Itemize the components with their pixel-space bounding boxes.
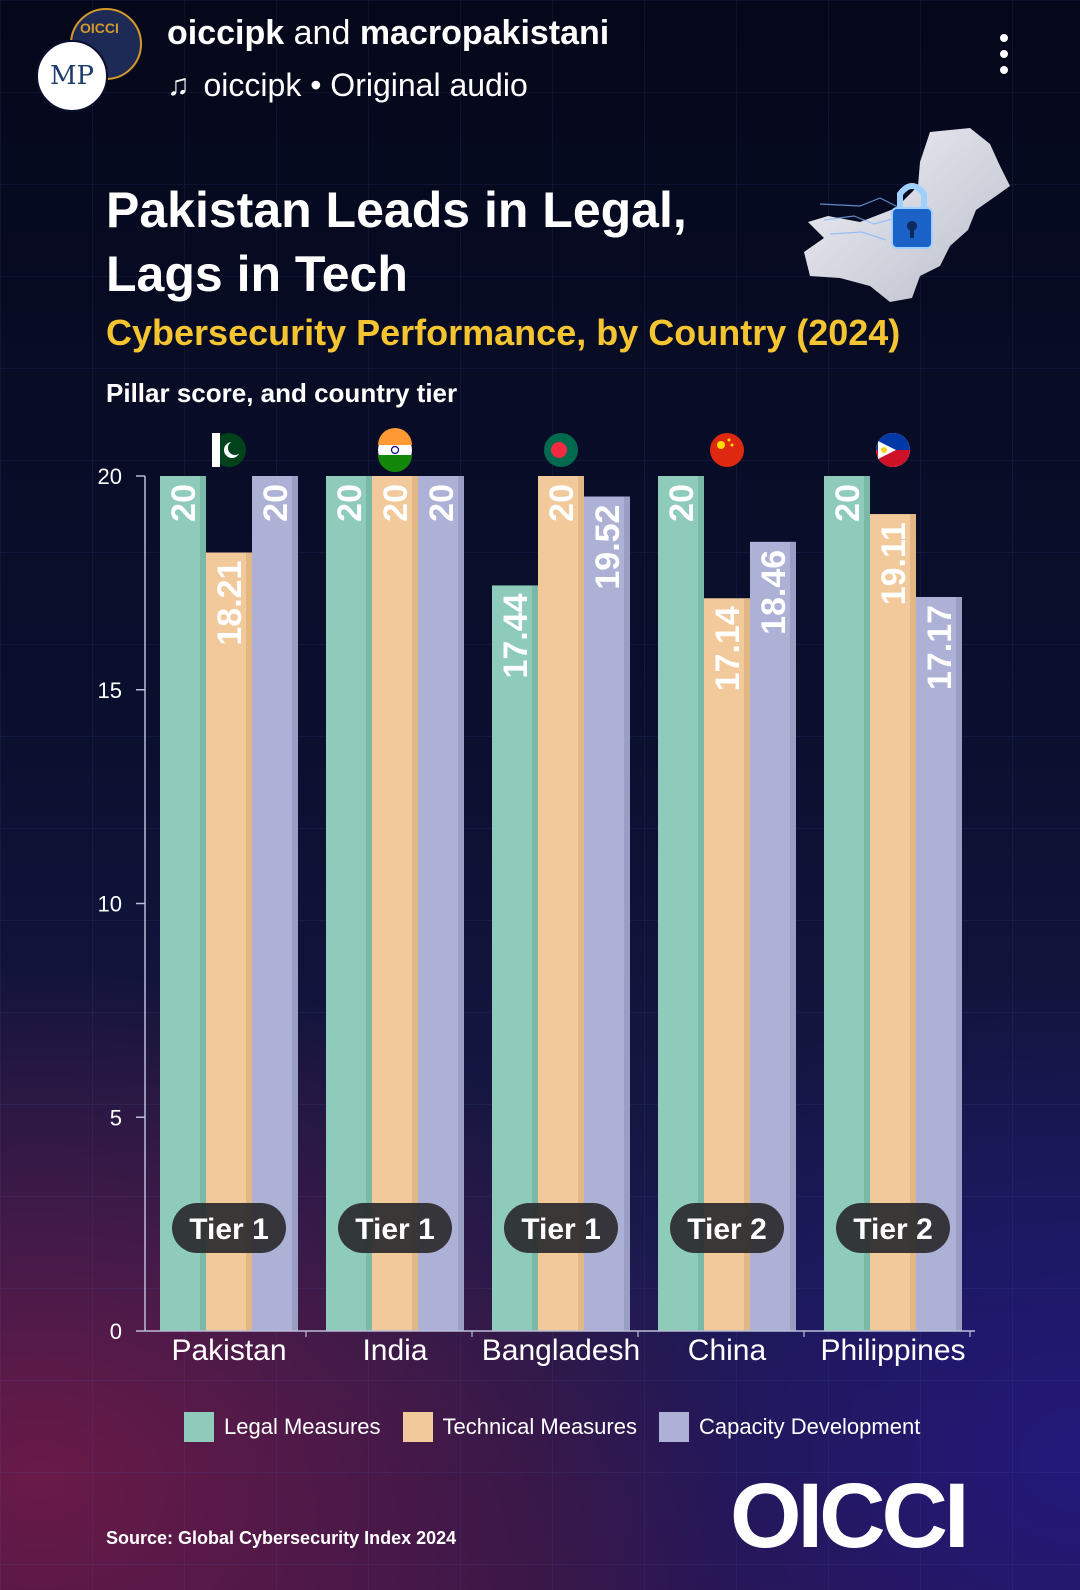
legend-swatch-legal [184,1412,214,1442]
legend-swatch-capacity [658,1412,689,1442]
philippines-flag-icon [876,433,910,467]
india-flag-icon [378,428,412,472]
chart-subtitle: Cybersecurity Performance, by Country (2… [106,312,901,353]
bar-pakistan-technical [206,552,252,1331]
category-label-philippines: Philippines [820,1334,965,1367]
legend-label-capacity: Capacity Development [698,1414,921,1439]
bar-shade-india-legal [366,476,372,1331]
author-joiner: and [293,14,351,52]
legend-item-legal: Legal Measures [184,1412,381,1442]
avatar-monogram: MP [49,61,95,91]
author-secondary[interactable]: macropakistani [359,14,610,52]
category-label-bangladesh: Bangladesh [482,1334,640,1367]
bar-shade-pakistan-capacity [292,476,298,1331]
bar-shade-pakistan-legal [200,476,206,1331]
tier-label-philippines: Tier 2 [853,1213,933,1246]
more-options-icon[interactable] [996,34,1012,80]
bar-shade-china-capacity [790,541,796,1331]
bangladesh-flag-icon [544,433,578,467]
data-label-pakistan-capacity: 20 [257,484,295,522]
author-primary[interactable]: oiccipk [167,14,285,52]
y-tick-label-0: 0 [110,1319,122,1344]
data-label-philippines-legal: 20 [829,484,867,522]
y-tick-label-15: 15 [98,678,122,703]
tier-label-india: Tier 1 [355,1213,435,1246]
tier-badge-philippines [836,1203,950,1253]
post-authors[interactable]: oiccipk and macropakistani [167,14,609,53]
chart-ylabel: Pillar score, and country tier [106,378,458,408]
data-label-india-legal: 20 [331,484,369,522]
data-label-china-legal: 20 [663,484,701,522]
bar-shade-pakistan-technical [246,552,252,1331]
bar-shade-india-technical [412,476,418,1331]
bar-india-technical [372,476,418,1331]
y-tick-label-20: 20 [98,464,122,489]
bar-shade-china-legal [698,476,704,1331]
tier-badge-china [670,1203,784,1253]
pakistan-flag-icon [212,433,246,467]
y-axis: 0 5 10 15 20 [98,464,146,1344]
audio-text: oiccipk • Original audio [203,67,528,103]
bar-shade-bangladesh-capacity [624,496,630,1331]
legend-item-capacity: Capacity Development [658,1412,921,1442]
tier-badge-pakistan [172,1203,286,1253]
legend: Legal Measures Technical Measures Capaci… [184,1412,942,1442]
tier-label-china: Tier 2 [687,1213,767,1246]
category-label-pakistan: Pakistan [171,1334,286,1367]
data-label-india-technical: 20 [377,484,415,522]
data-label-china-capacity: 18.46 [755,550,793,635]
china-flag-icon [710,433,744,467]
x-axis: Pakistan India Bangladesh China Philippines [145,1330,975,1367]
bar-bangladesh-technical [538,476,584,1331]
bar-pakistan-legal [160,476,206,1331]
bar-philippines-technical [870,514,916,1331]
legend-swatch-technical [402,1412,433,1442]
data-label-pakistan-technical: 18.21 [211,561,249,646]
data-label-pakistan-legal: 20 [165,484,203,522]
legend-label-legal: Legal Measures [224,1414,381,1439]
tier-label-pakistan: Tier 1 [189,1213,269,1246]
source-note: Source: Global Cybersecurity Index 2024 [106,1528,457,1548]
tier-badge-india [338,1203,452,1253]
bar-pakistan-capacity [252,476,298,1331]
data-label-philippines-technical: 19.11 [875,522,913,605]
bar-bangladesh-capacity [584,496,630,1331]
legend-item-technical: Technical Measures [402,1412,637,1442]
y-tick-label-5: 5 [110,1105,122,1130]
bar-shade-philippines-capacity [956,596,962,1331]
bar-shade-china-technical [744,598,750,1331]
data-label-philippines-capacity: 17.17 [921,605,959,690]
data-label-china-technical: 17.14 [709,606,747,691]
data-label-bangladesh-technical: 20 [543,484,581,522]
bar-india-legal [326,476,372,1331]
data-label-bangladesh-legal: 17.44 [497,593,535,678]
bar-philippines-legal [824,476,870,1331]
bar-india-capacity [418,476,464,1331]
bar-china-legal [658,476,704,1331]
post-header: OICCI MP oiccipk and macropakistani ♫ oi… [0,0,1080,120]
tier-label-bangladesh: Tier 1 [521,1213,601,1246]
macropakistani-avatar[interactable]: MP [36,40,108,112]
category-label-india: India [362,1334,427,1367]
data-label-bangladesh-capacity: 19.52 [589,505,627,590]
category-label-china: China [688,1334,767,1367]
y-tick-label-10: 10 [98,892,122,917]
bar-shade-india-capacity [458,476,464,1331]
legend-label-technical: Technical Measures [442,1414,637,1439]
bar-china-capacity [750,541,796,1331]
audio-info[interactable]: ♫ oiccipk • Original audio [167,67,528,104]
bar-shade-philippines-legal [864,476,870,1331]
bar-shade-bangladesh-legal [532,585,538,1331]
chart-title: Pakistan Leads in Legal, Lags in Tech [106,182,687,302]
bar-shade-bangladesh-technical [578,476,584,1331]
bar-shade-philippines-technical [910,514,916,1331]
oicci-logo: OICCI [730,1465,970,1567]
data-label-india-capacity: 20 [423,484,461,522]
music-note-icon: ♫ [167,68,190,102]
pakistan-map-lock-icon [804,128,1010,302]
tier-badge-bangladesh [504,1203,618,1253]
